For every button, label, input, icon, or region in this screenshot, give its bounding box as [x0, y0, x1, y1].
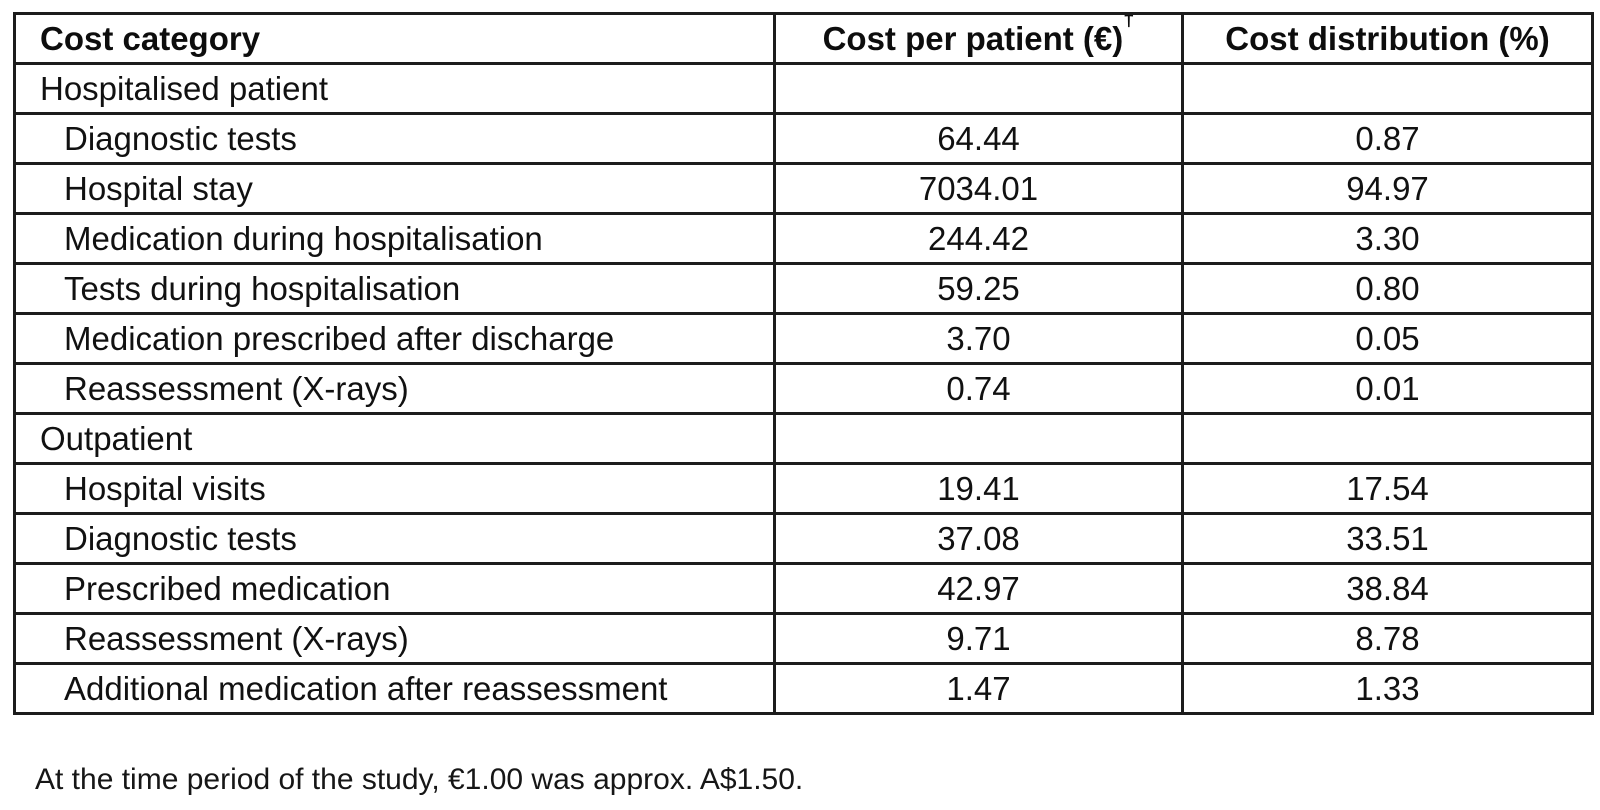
cost-category-cell: Diagnostic tests: [13, 112, 776, 165]
table-row: Medication prescribed after discharge 3.7…: [13, 312, 1594, 365]
currency-footnote: At the time period of the study, €1.00 w…: [35, 763, 804, 796]
cost-per-patient-cell: 244.42: [773, 212, 1184, 265]
cost-per-patient-cell: 7034.01: [773, 162, 1184, 215]
cost-category-cell: Hospitalised patient: [13, 62, 776, 115]
cost-table-body: Hospitalised patient Diagnostic tests 64.4…: [13, 62, 1594, 715]
cost-category-cell: Reassessment (X-rays): [13, 362, 776, 415]
table-row: Reassessment (X-rays) 9.71 8.78: [13, 612, 1594, 665]
cost-category-cell: Outpatient: [13, 412, 776, 465]
cost-distribution-cell: 1.33: [1181, 662, 1594, 715]
table-row: Diagnostic tests 64.44 0.87: [13, 112, 1594, 165]
cost-category-cell: Hospital stay: [13, 162, 776, 215]
cost-category-cell: Medication prescribed after discharge: [13, 312, 776, 365]
cost-per-patient-cell: 37.08: [773, 512, 1184, 565]
header-cost-category: Cost category: [13, 12, 776, 65]
cost-per-patient-cell: 3.70: [773, 312, 1184, 365]
cost-category-cell: Reassessment (X-rays): [13, 612, 776, 665]
cost-per-patient-cell: [773, 62, 1184, 115]
header-cost-per-patient-label: Cost per patient (€): [822, 19, 1124, 57]
cost-per-patient-cell: 1.47: [773, 662, 1184, 715]
section-row: Outpatient: [13, 412, 1594, 465]
table-row: Reassessment (X-rays) 0.74 0.01: [13, 362, 1594, 415]
cost-category-cell: Hospital visits: [13, 462, 776, 515]
cost-category-cell: Tests during hospitalisation: [13, 262, 776, 315]
cost-table: Cost category Cost per patient (€)† Cost…: [13, 12, 1594, 715]
header-cost-per-patient: Cost per patient (€)†: [773, 12, 1184, 65]
table-row: Hospital visits 19.41 17.54: [13, 462, 1594, 515]
cost-distribution-cell: [1181, 62, 1594, 115]
cost-category-cell: Medication during hospitalisation: [13, 212, 776, 265]
section-row: Hospitalised patient: [13, 62, 1594, 115]
table-row: Additional medication after reassessment…: [13, 662, 1594, 715]
cost-per-patient-cell: 59.25: [773, 262, 1184, 315]
cost-distribution-cell: 94.97: [1181, 162, 1594, 215]
cost-distribution-cell: 3.30: [1181, 212, 1594, 265]
table-row: Tests during hospitalisation 59.25 0.80: [13, 262, 1594, 315]
cost-category-cell: Prescribed medication: [13, 562, 776, 615]
cost-per-patient-cell: 0.74: [773, 362, 1184, 415]
cost-distribution-cell: [1181, 412, 1594, 465]
cost-category-cell: Diagnostic tests: [13, 512, 776, 565]
cost-per-patient-cell: 19.41: [773, 462, 1184, 515]
cost-category-cell: Additional medication after reassessment: [13, 662, 776, 715]
cost-distribution-cell: 0.87: [1181, 112, 1594, 165]
table-row: Hospital stay 7034.01 94.97: [13, 162, 1594, 215]
cost-distribution-cell: 17.54: [1181, 462, 1594, 515]
table-row: Medication during hospitalisation 244.42 3…: [13, 212, 1594, 265]
cost-distribution-cell: 8.78: [1181, 612, 1594, 665]
cost-per-patient-cell: 64.44: [773, 112, 1184, 165]
table-header-row: Cost category Cost per patient (€)† Cost…: [13, 12, 1594, 65]
cost-distribution-cell: 0.01: [1181, 362, 1594, 415]
cost-distribution-cell: 0.80: [1181, 262, 1594, 315]
cost-distribution-cell: 0.05: [1181, 312, 1594, 365]
table-row: Diagnostic tests 37.08 33.51: [13, 512, 1594, 565]
dagger-footnote-marker: †: [1123, 13, 1135, 31]
cost-per-patient-cell: 42.97: [773, 562, 1184, 615]
cost-per-patient-cell: 9.71: [773, 612, 1184, 665]
cost-per-patient-cell: [773, 412, 1184, 465]
header-cost-distribution: Cost distribution (%): [1181, 12, 1594, 65]
table-row: Prescribed medication 42.97 38.84: [13, 562, 1594, 615]
cost-distribution-cell: 38.84: [1181, 562, 1594, 615]
cost-distribution-cell: 33.51: [1181, 512, 1594, 565]
